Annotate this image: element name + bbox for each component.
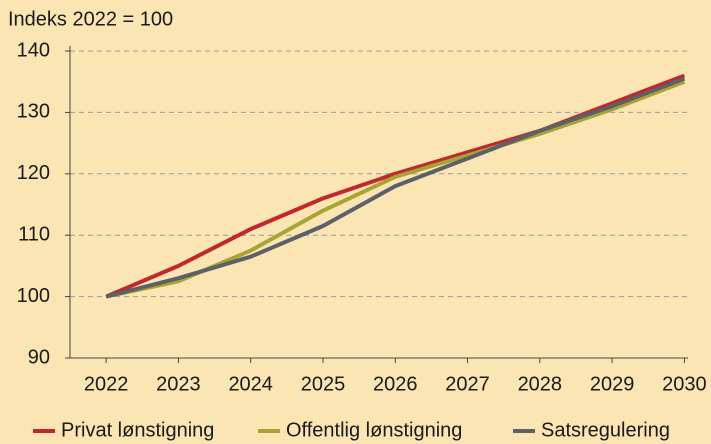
y-tick-label: 130 — [17, 101, 50, 123]
y-tick-label: 110 — [18, 223, 50, 245]
y-tick-label: 90 — [28, 346, 50, 368]
x-tick-label: 2022 — [84, 373, 129, 395]
legend-label: Offentlig lønstigning — [286, 419, 462, 441]
legend-label: Satsregulering — [541, 419, 670, 441]
x-tick-label: 2028 — [518, 373, 563, 395]
y-tick-label: 120 — [17, 162, 50, 184]
series-line — [105, 76, 686, 299]
x-tick-label: 2029 — [590, 373, 635, 395]
x-tick-label: 2023 — [156, 373, 201, 395]
x-tick-label: 2026 — [373, 373, 418, 395]
legend-label: Privat lønstigning — [61, 419, 214, 441]
x-tick-label: 2027 — [445, 373, 490, 395]
y-tick-label: 140 — [17, 39, 50, 61]
y-axis-label: Indeks 2022 = 100 — [8, 8, 173, 30]
y-tick-label: 100 — [17, 285, 50, 307]
x-tick-label: 2024 — [228, 373, 273, 395]
x-tick-label: 2025 — [301, 373, 346, 395]
x-tick-label: 2030 — [662, 373, 707, 395]
